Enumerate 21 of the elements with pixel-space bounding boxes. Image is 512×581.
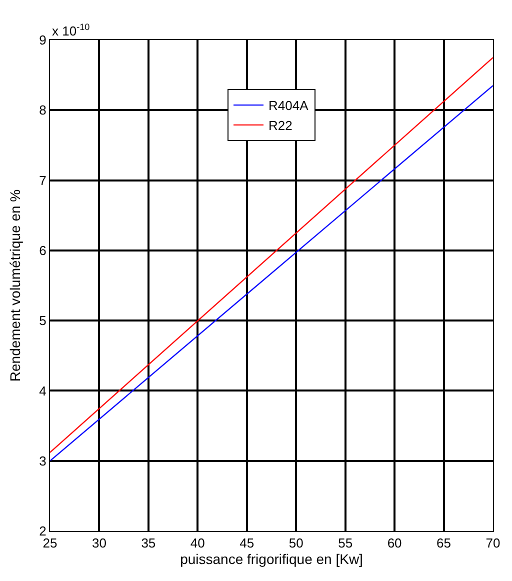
x-tick-label: 60 <box>387 536 402 551</box>
x-tick-label: 70 <box>486 536 500 551</box>
legend-label: R404A <box>268 98 309 114</box>
text: x 10$^{-10}$ <box>52 22 90 38</box>
legend-label: R22 <box>268 118 292 134</box>
y-tick-label: 9 <box>39 32 46 48</box>
y-tick-label: 8 <box>39 102 46 118</box>
x-tick-label: 45 <box>240 536 254 551</box>
x-axis-title: puissance frigorifique en [Kw] <box>180 550 363 567</box>
x-tick-label: 55 <box>338 536 353 551</box>
x-tick-label: 40 <box>190 536 205 551</box>
x-tick-label: 50 <box>288 536 304 551</box>
x-tick-label: 30 <box>92 536 106 551</box>
x-tick-label: 35 <box>141 536 156 551</box>
y-axis-title: Rendement volumétrique en % <box>6 189 23 382</box>
y-tick-label: 4 <box>39 383 46 398</box>
y-tick-label: 3 <box>39 453 46 468</box>
x-tick-label: 65 <box>436 536 452 551</box>
y-tick-label: 6 <box>39 242 46 258</box>
y-tick-label: 5 <box>39 313 46 328</box>
y-tick-label: 7 <box>39 172 46 188</box>
